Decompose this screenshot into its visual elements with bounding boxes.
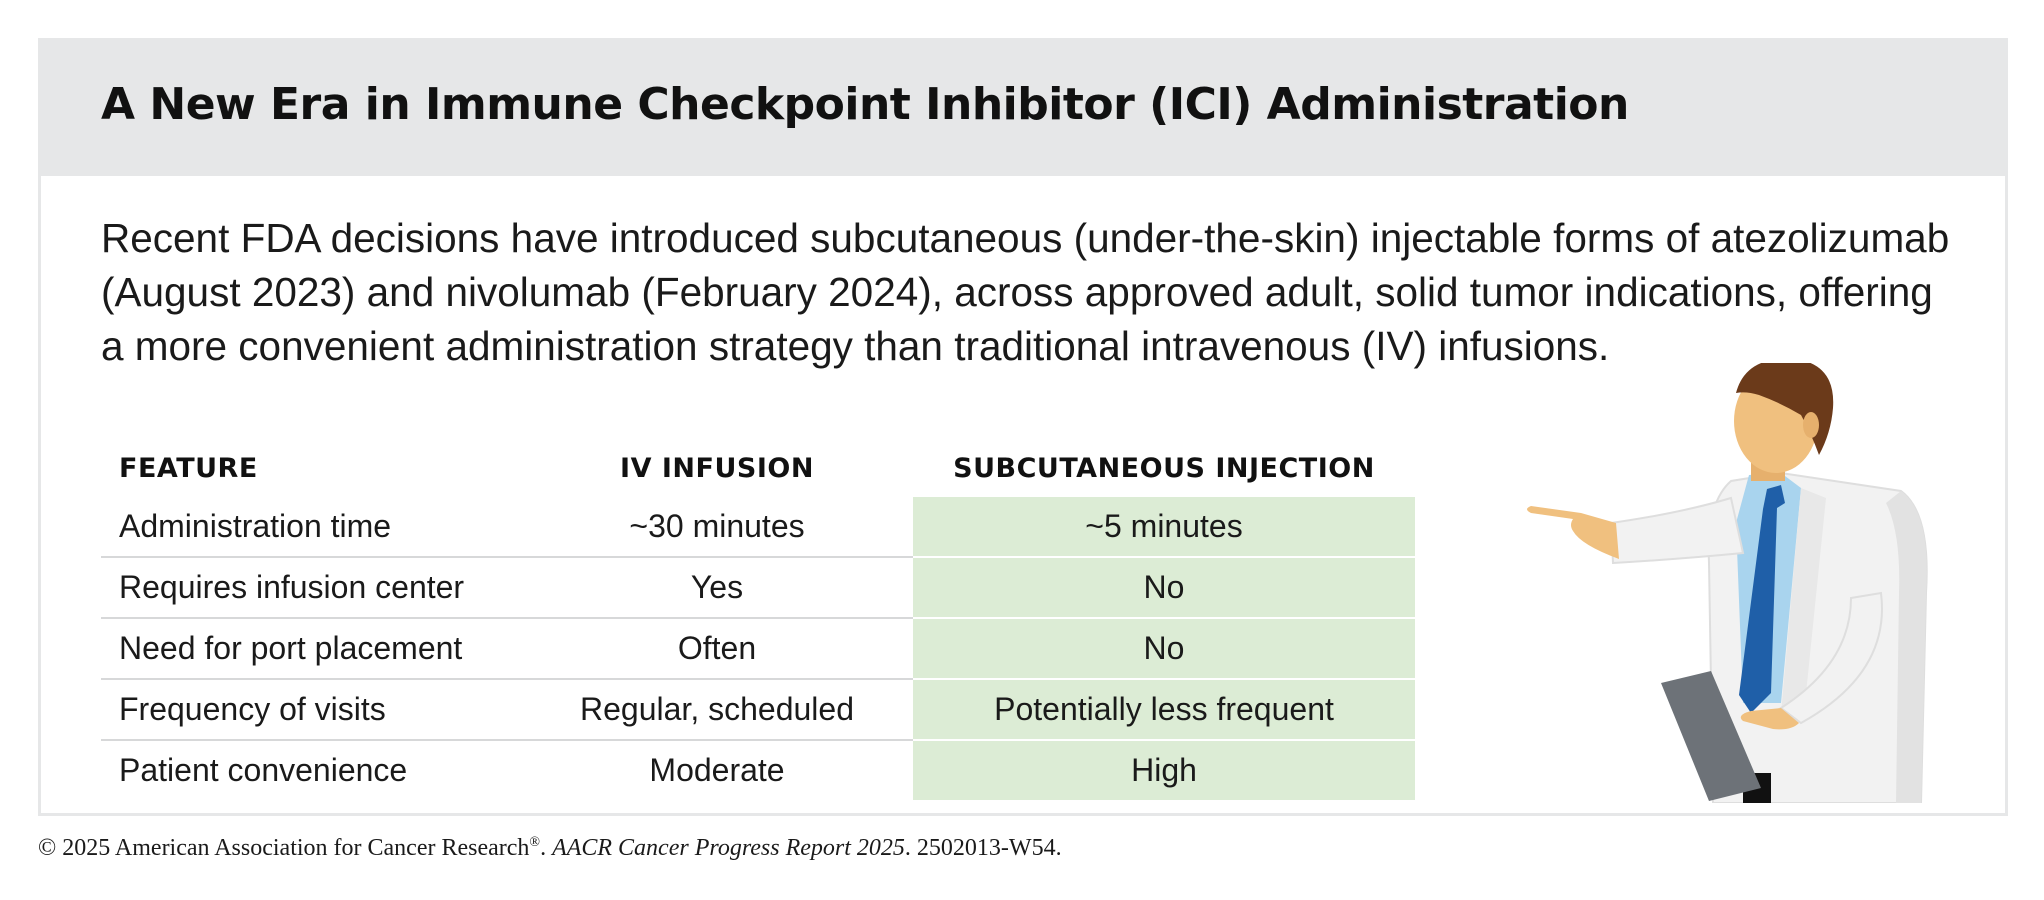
iv-cell: ~30 minutes — [521, 497, 913, 558]
subcutaneous-cell: Potentially less frequent — [913, 679, 1415, 741]
intro-paragraph: Recent FDA decisions have introduced sub… — [101, 211, 2001, 373]
feature-cell: Administration time — [101, 497, 521, 558]
feature-cell: Need for port placement — [101, 618, 521, 680]
feature-cell: Frequency of visits — [101, 679, 521, 741]
page-title: A New Era in Immune Checkpoint Inhibitor… — [101, 79, 1629, 130]
title-bar: A New Era in Immune Checkpoint Inhibitor… — [41, 41, 2005, 176]
report-title: AACR Cancer Progress Report 2025 — [552, 835, 905, 861]
copyright-footer: © 2025 American Association for Cancer R… — [38, 835, 1062, 862]
coat-shadow — [1886, 491, 1927, 803]
clipboard-icon — [1661, 671, 1761, 801]
comparison-table: FEATURE IV INFUSION SUBCUTANEOUS INJECTI… — [101, 439, 1415, 800]
subcutaneous-cell: No — [913, 618, 1415, 680]
table-row: Frequency of visits Regular, scheduled P… — [101, 679, 1415, 741]
column-header-subcutaneous: SUBCUTANEOUS INJECTION — [953, 452, 1375, 484]
hair-icon — [1736, 363, 1834, 455]
subcutaneous-cell: No — [913, 557, 1415, 619]
infographic-card: A New Era in Immune Checkpoint Inhibitor… — [38, 38, 2008, 816]
table-row: Need for port placement Often No — [101, 618, 1415, 680]
iv-cell: Moderate — [649, 752, 785, 788]
intro-line: a more convenient administration strateg… — [101, 323, 1610, 369]
intro-line: Recent FDA decisions have introduced sub… — [101, 215, 1950, 261]
subcutaneous-cell: High — [913, 740, 1415, 800]
lapel — [1781, 488, 1826, 723]
doctor-pointing-icon — [1527, 363, 1928, 803]
iv-cell: Often — [521, 618, 913, 680]
pointing-hand-icon — [1527, 506, 1619, 559]
pointing-sleeve — [1609, 496, 1745, 565]
tie-icon — [1739, 485, 1785, 713]
table-row: Administration time ~30 minutes ~5 minut… — [101, 497, 1415, 558]
table-header-row: FEATURE IV INFUSION SUBCUTANEOUS INJECTI… — [101, 439, 1415, 497]
iv-cell: Regular, scheduled — [521, 679, 913, 741]
holding-sleeve — [1779, 591, 1883, 725]
table-row: Requires infusion center Yes No — [101, 557, 1415, 619]
holding-hand-icon — [1740, 708, 1799, 730]
copyright-text: © 2025 American Association for Cancer R… — [38, 835, 530, 861]
report-code: . 2502013-W54. — [904, 835, 1062, 861]
footer-separator: . — [540, 835, 553, 861]
feature-cell: Patient convenience — [119, 752, 408, 788]
column-header-feature: FEATURE — [119, 452, 258, 484]
column-header-iv: IV INFUSION — [620, 452, 814, 484]
ear — [1803, 412, 1819, 438]
table-row: Patient convenience Moderate High — [101, 740, 1415, 800]
intro-line: (August 2023) and nivolumab (February 20… — [101, 269, 1933, 315]
subcutaneous-cell: ~5 minutes — [913, 497, 1415, 558]
registered-mark: ® — [529, 835, 541, 850]
feature-cell: Requires infusion center — [101, 557, 521, 619]
iv-cell: Yes — [521, 557, 913, 619]
